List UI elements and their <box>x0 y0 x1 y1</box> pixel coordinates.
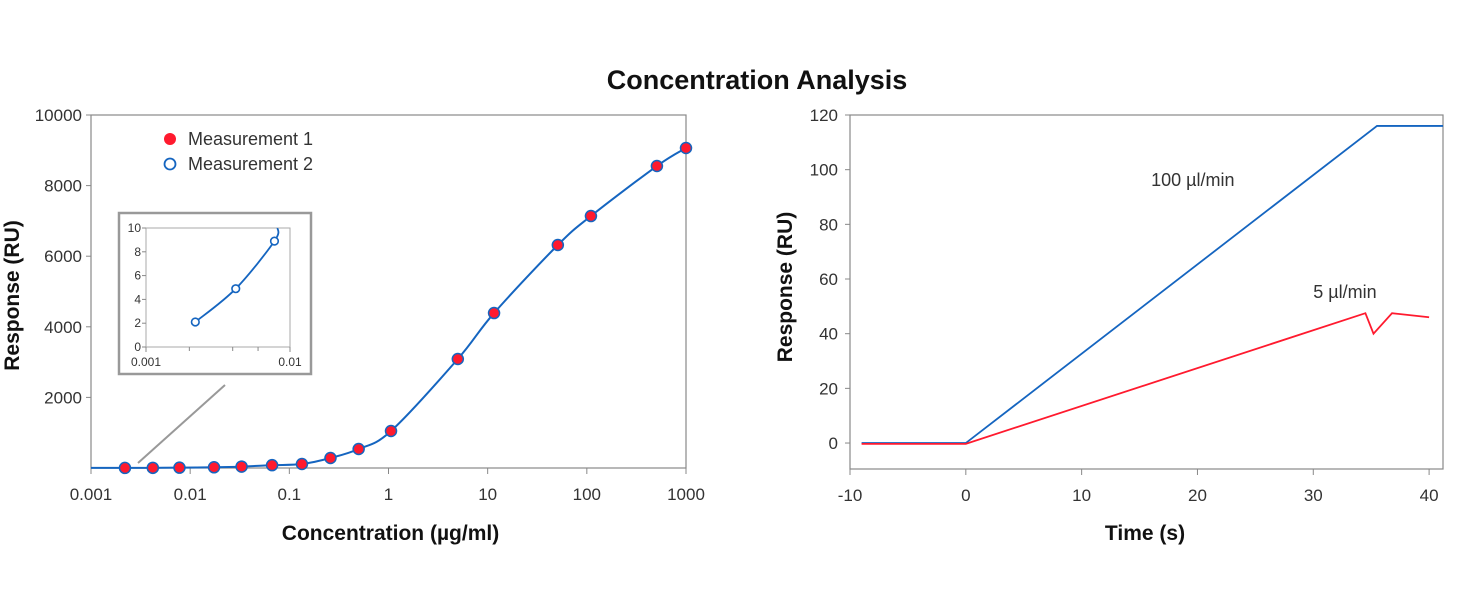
x-tick-label: -10 <box>838 486 863 505</box>
y-tick-label: 4000 <box>44 318 82 337</box>
x-tick-label: 20 <box>1188 486 1207 505</box>
inset-x-tick-label: 0.001 <box>131 355 161 369</box>
y-tick-label: 100 <box>810 161 838 180</box>
inset-fit-curve <box>194 227 280 323</box>
data-point-measurement-1 <box>324 451 337 465</box>
data-point-measurement-1 <box>235 460 248 473</box>
x-tick-label: 1 <box>384 485 393 504</box>
x-tick-label: 10 <box>478 485 497 504</box>
data-point-measurement-1 <box>352 442 365 456</box>
data-point-measurement-1 <box>207 461 221 474</box>
chart-title: Concentration Analysis <box>607 65 908 95</box>
data-point-measurement-2 <box>190 317 200 327</box>
y-tick-label: 80 <box>819 215 838 234</box>
y-tick-label: 10000 <box>35 106 82 125</box>
plot-frame <box>849 114 1444 470</box>
y-tick-label: 2000 <box>44 388 82 407</box>
inset-frame <box>117 211 313 376</box>
data-point-measurement-1 <box>650 159 664 173</box>
series-label: 100 µl/min <box>1151 170 1234 190</box>
data-point-measurement-1 <box>118 461 132 475</box>
data-point-measurement-2 <box>269 236 280 246</box>
y-axis-title: Response (RU) <box>1 220 24 371</box>
x-tick-label: 40 <box>1420 486 1439 505</box>
data-point-measurement-2 <box>231 284 241 294</box>
x-axis-title: Time (s) <box>1105 522 1185 545</box>
data-point-measurement-1 <box>265 458 279 472</box>
y-tick-label: 120 <box>810 106 838 125</box>
data-point-measurement-1 <box>451 352 465 366</box>
y-axis-title: Response (RU) <box>774 212 797 363</box>
data-point-measurement-1 <box>551 238 565 252</box>
inset-y-tick-label: 4 <box>134 292 141 306</box>
inset-y-tick-label: 8 <box>134 245 141 259</box>
x-tick-label: 0.1 <box>278 485 302 504</box>
inset-y-tick-label: 2 <box>134 316 141 330</box>
data-point-measurement-1 <box>384 424 398 438</box>
x-tick-label: 1000 <box>667 485 705 504</box>
data-point-measurement-1 <box>146 461 160 475</box>
x-tick-label: 30 <box>1304 486 1323 505</box>
y-tick-label: 8000 <box>44 177 82 196</box>
x-tick-label: 0.001 <box>70 485 113 504</box>
x-tick-label: 10 <box>1072 486 1091 505</box>
y-tick-label: 0 <box>829 434 838 453</box>
inset-y-tick-label: 10 <box>128 221 142 235</box>
inset-x-tick-label: 0.01 <box>278 355 302 369</box>
data-point-measurement-1 <box>584 209 598 223</box>
legend-marker-measurement-2 <box>163 157 177 171</box>
data-point-measurement-1 <box>487 306 501 320</box>
y-tick-label: 20 <box>819 379 838 398</box>
inset-connector <box>137 384 226 464</box>
x-tick-label: 100 <box>573 485 601 504</box>
x-axis-title: Concentration (µg/ml) <box>282 522 499 545</box>
series-line-5-ul-min <box>861 312 1430 445</box>
series-label: 5 µl/min <box>1313 282 1376 302</box>
y-tick-label: 60 <box>819 270 838 289</box>
legend-label: Measurement 2 <box>188 154 313 174</box>
time-chart: 120 100 80 60 40 20 0 -10 0 10 20 30 40 Time (s) Respo… <box>774 106 1444 545</box>
legend-label: Measurement 1 <box>188 129 313 149</box>
legend-marker-measurement-1 <box>164 133 176 145</box>
y-tick-label: 6000 <box>44 247 82 266</box>
inset-plot-frame <box>145 227 291 348</box>
inset-y-tick-label: 6 <box>134 269 141 283</box>
x-tick-label: 0 <box>961 486 970 505</box>
x-tick-label: 0.01 <box>174 485 207 504</box>
y-tick-label: 40 <box>819 325 838 344</box>
data-point-measurement-1 <box>295 457 309 471</box>
data-point-measurement-1 <box>679 141 693 155</box>
inset-y-tick-label: 0 <box>134 340 141 354</box>
data-point-measurement-1 <box>173 461 186 474</box>
